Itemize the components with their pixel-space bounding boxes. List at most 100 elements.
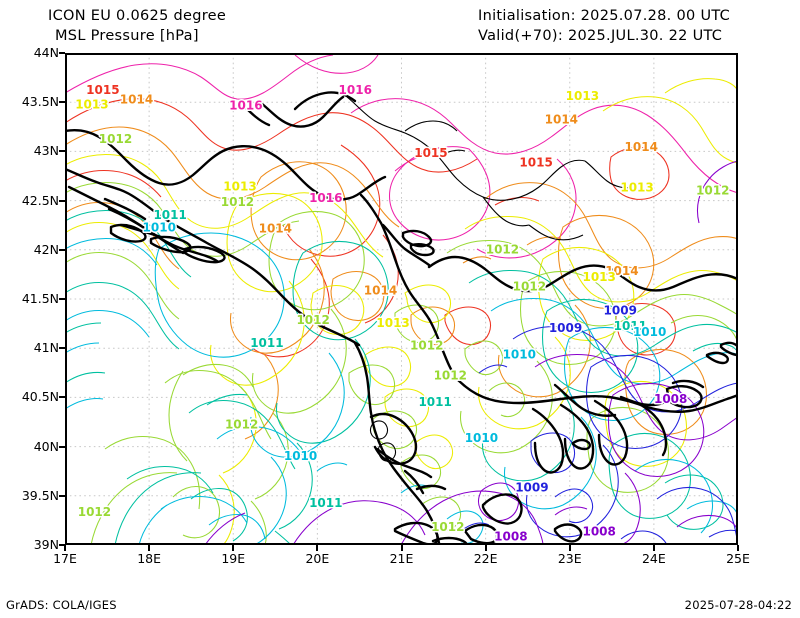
contour-label: 1015 xyxy=(86,83,119,97)
contour-label: 1016 xyxy=(339,83,372,97)
x-tick-label: 18E xyxy=(137,551,162,566)
footer-timestamp: 2025-07-28-04:22 xyxy=(684,598,792,612)
contour-label: 1012 xyxy=(78,505,111,519)
contour-label: 1012 xyxy=(410,339,443,353)
pressure-contour-map: 1015 1013 1014 1016 1012 1016 1015 1013 1012 1016… xyxy=(22,45,750,566)
x-tick-label: 24E xyxy=(641,551,666,566)
contour-label: 1010 xyxy=(143,221,176,235)
contour-label: 1010 xyxy=(633,325,666,339)
contour-label: 1016 xyxy=(229,99,262,113)
plot-frame xyxy=(65,53,738,545)
x-tick-label: 25E xyxy=(726,551,750,566)
contour-label: 1010 xyxy=(465,431,498,445)
contour-label: 1009 xyxy=(549,321,582,335)
contour-label: 1009 xyxy=(604,303,637,317)
contour-label: 1011 xyxy=(250,336,283,350)
y-tick-mark xyxy=(59,101,65,104)
y-tick-mark xyxy=(59,445,65,448)
footer-attribution: GrADS: COLA/IGES xyxy=(6,598,117,612)
contour-group-1016 xyxy=(65,53,738,259)
title-line-variable: MSL Pressure [hPa] xyxy=(55,28,199,44)
x-tick-mark xyxy=(148,545,151,551)
contour-label: 1011 xyxy=(309,496,342,510)
x-tick-label: 17E xyxy=(53,551,77,566)
contour-label: 1011 xyxy=(153,208,186,222)
y-tick-label: 44N xyxy=(33,45,59,60)
contour-group-1008 xyxy=(204,160,738,545)
y-tick-label: 40N xyxy=(33,438,59,454)
contour-label: 1014 xyxy=(364,284,397,298)
x-tick-mark xyxy=(316,545,319,551)
y-tick-mark xyxy=(59,494,65,497)
contour-label: 1014 xyxy=(545,112,578,126)
y-tick-mark xyxy=(59,150,65,153)
y-tick-mark xyxy=(59,544,65,546)
x-tick-mark xyxy=(652,545,655,551)
contour-label: 1010 xyxy=(284,449,317,463)
x-tick-mark xyxy=(568,545,571,551)
contour-label: 1012 xyxy=(434,368,467,382)
contour-label: 1013 xyxy=(582,270,615,284)
x-tick-mark xyxy=(484,545,487,551)
y-tick-label: 39.5N xyxy=(21,487,59,503)
x-tick-mark xyxy=(64,545,66,551)
contour-label: 1015 xyxy=(414,146,447,160)
contour-label: 1012 xyxy=(486,242,519,256)
contour-label: 1012 xyxy=(221,195,254,209)
y-tick-label: 41.5N xyxy=(21,291,59,306)
contour-label: 1014 xyxy=(605,264,638,278)
contour-label: 1008 xyxy=(494,530,527,544)
contour-label: 1012 xyxy=(696,183,729,197)
contour-label: 1012 xyxy=(296,313,329,327)
geography xyxy=(65,91,738,545)
x-tick-label: 20E xyxy=(305,551,330,566)
x-tick-mark xyxy=(232,545,235,551)
y-tick-label: 43.5N xyxy=(21,94,59,110)
y-tick-mark xyxy=(59,199,65,202)
y-tick-label: 43N xyxy=(33,143,59,159)
y-tick-label: 42N xyxy=(33,241,59,257)
contour-label: 1013 xyxy=(223,179,256,193)
y-tick-mark xyxy=(59,52,65,54)
y-tick-mark xyxy=(59,298,65,300)
x-tick-label: 23E xyxy=(557,551,582,566)
contour-label: 1012 xyxy=(225,417,258,431)
contour-group-1011 xyxy=(65,210,738,545)
y-tick-label: 40.5N xyxy=(21,389,59,405)
contour-label: 1013 xyxy=(620,180,653,194)
x-tick-label: 21E xyxy=(389,551,414,566)
contour-label: 1013 xyxy=(376,316,409,330)
x-tick-label: 19E xyxy=(221,551,246,566)
contour-label: 1011 xyxy=(418,395,451,409)
contour-label: 1008 xyxy=(654,392,687,406)
x-tick-mark xyxy=(737,545,739,551)
title-line-model: ICON EU 0.0625 degree xyxy=(48,8,227,24)
y-tick-mark xyxy=(59,347,65,350)
valid-time: Valid(+70): 2025.JUL.30. 22 UTC xyxy=(478,28,723,44)
contour-label: 1009 xyxy=(515,480,548,494)
contour-label: 1011 xyxy=(614,319,647,333)
y-tick-label: 41N xyxy=(33,340,59,356)
contour-label: 1013 xyxy=(566,89,599,103)
contour-label: 1013 xyxy=(75,98,108,112)
contour-label: 1014 xyxy=(259,222,292,236)
y-tick-mark xyxy=(59,248,65,251)
x-tick-mark xyxy=(400,545,403,551)
contour-label: 1015 xyxy=(519,156,552,170)
contour-label: 1010 xyxy=(503,348,536,362)
y-tick-label: 39N xyxy=(33,537,59,552)
contour-label: 1012 xyxy=(99,132,132,146)
y-tick-label: 42.5N xyxy=(21,192,59,208)
contour-label: 1012 xyxy=(431,520,464,534)
x-tick-label: 22E xyxy=(473,551,498,566)
y-tick-mark xyxy=(59,396,65,399)
initialisation-time: Initialisation: 2025.07.28. 00 UTC xyxy=(478,8,731,24)
contour-label: 1014 xyxy=(120,93,153,107)
contour-label: 1016 xyxy=(309,191,342,205)
contour-label: 1012 xyxy=(513,280,546,294)
gridlines xyxy=(65,53,738,545)
contour-label: 1008 xyxy=(582,525,615,539)
contour-label: 1014 xyxy=(625,140,658,154)
